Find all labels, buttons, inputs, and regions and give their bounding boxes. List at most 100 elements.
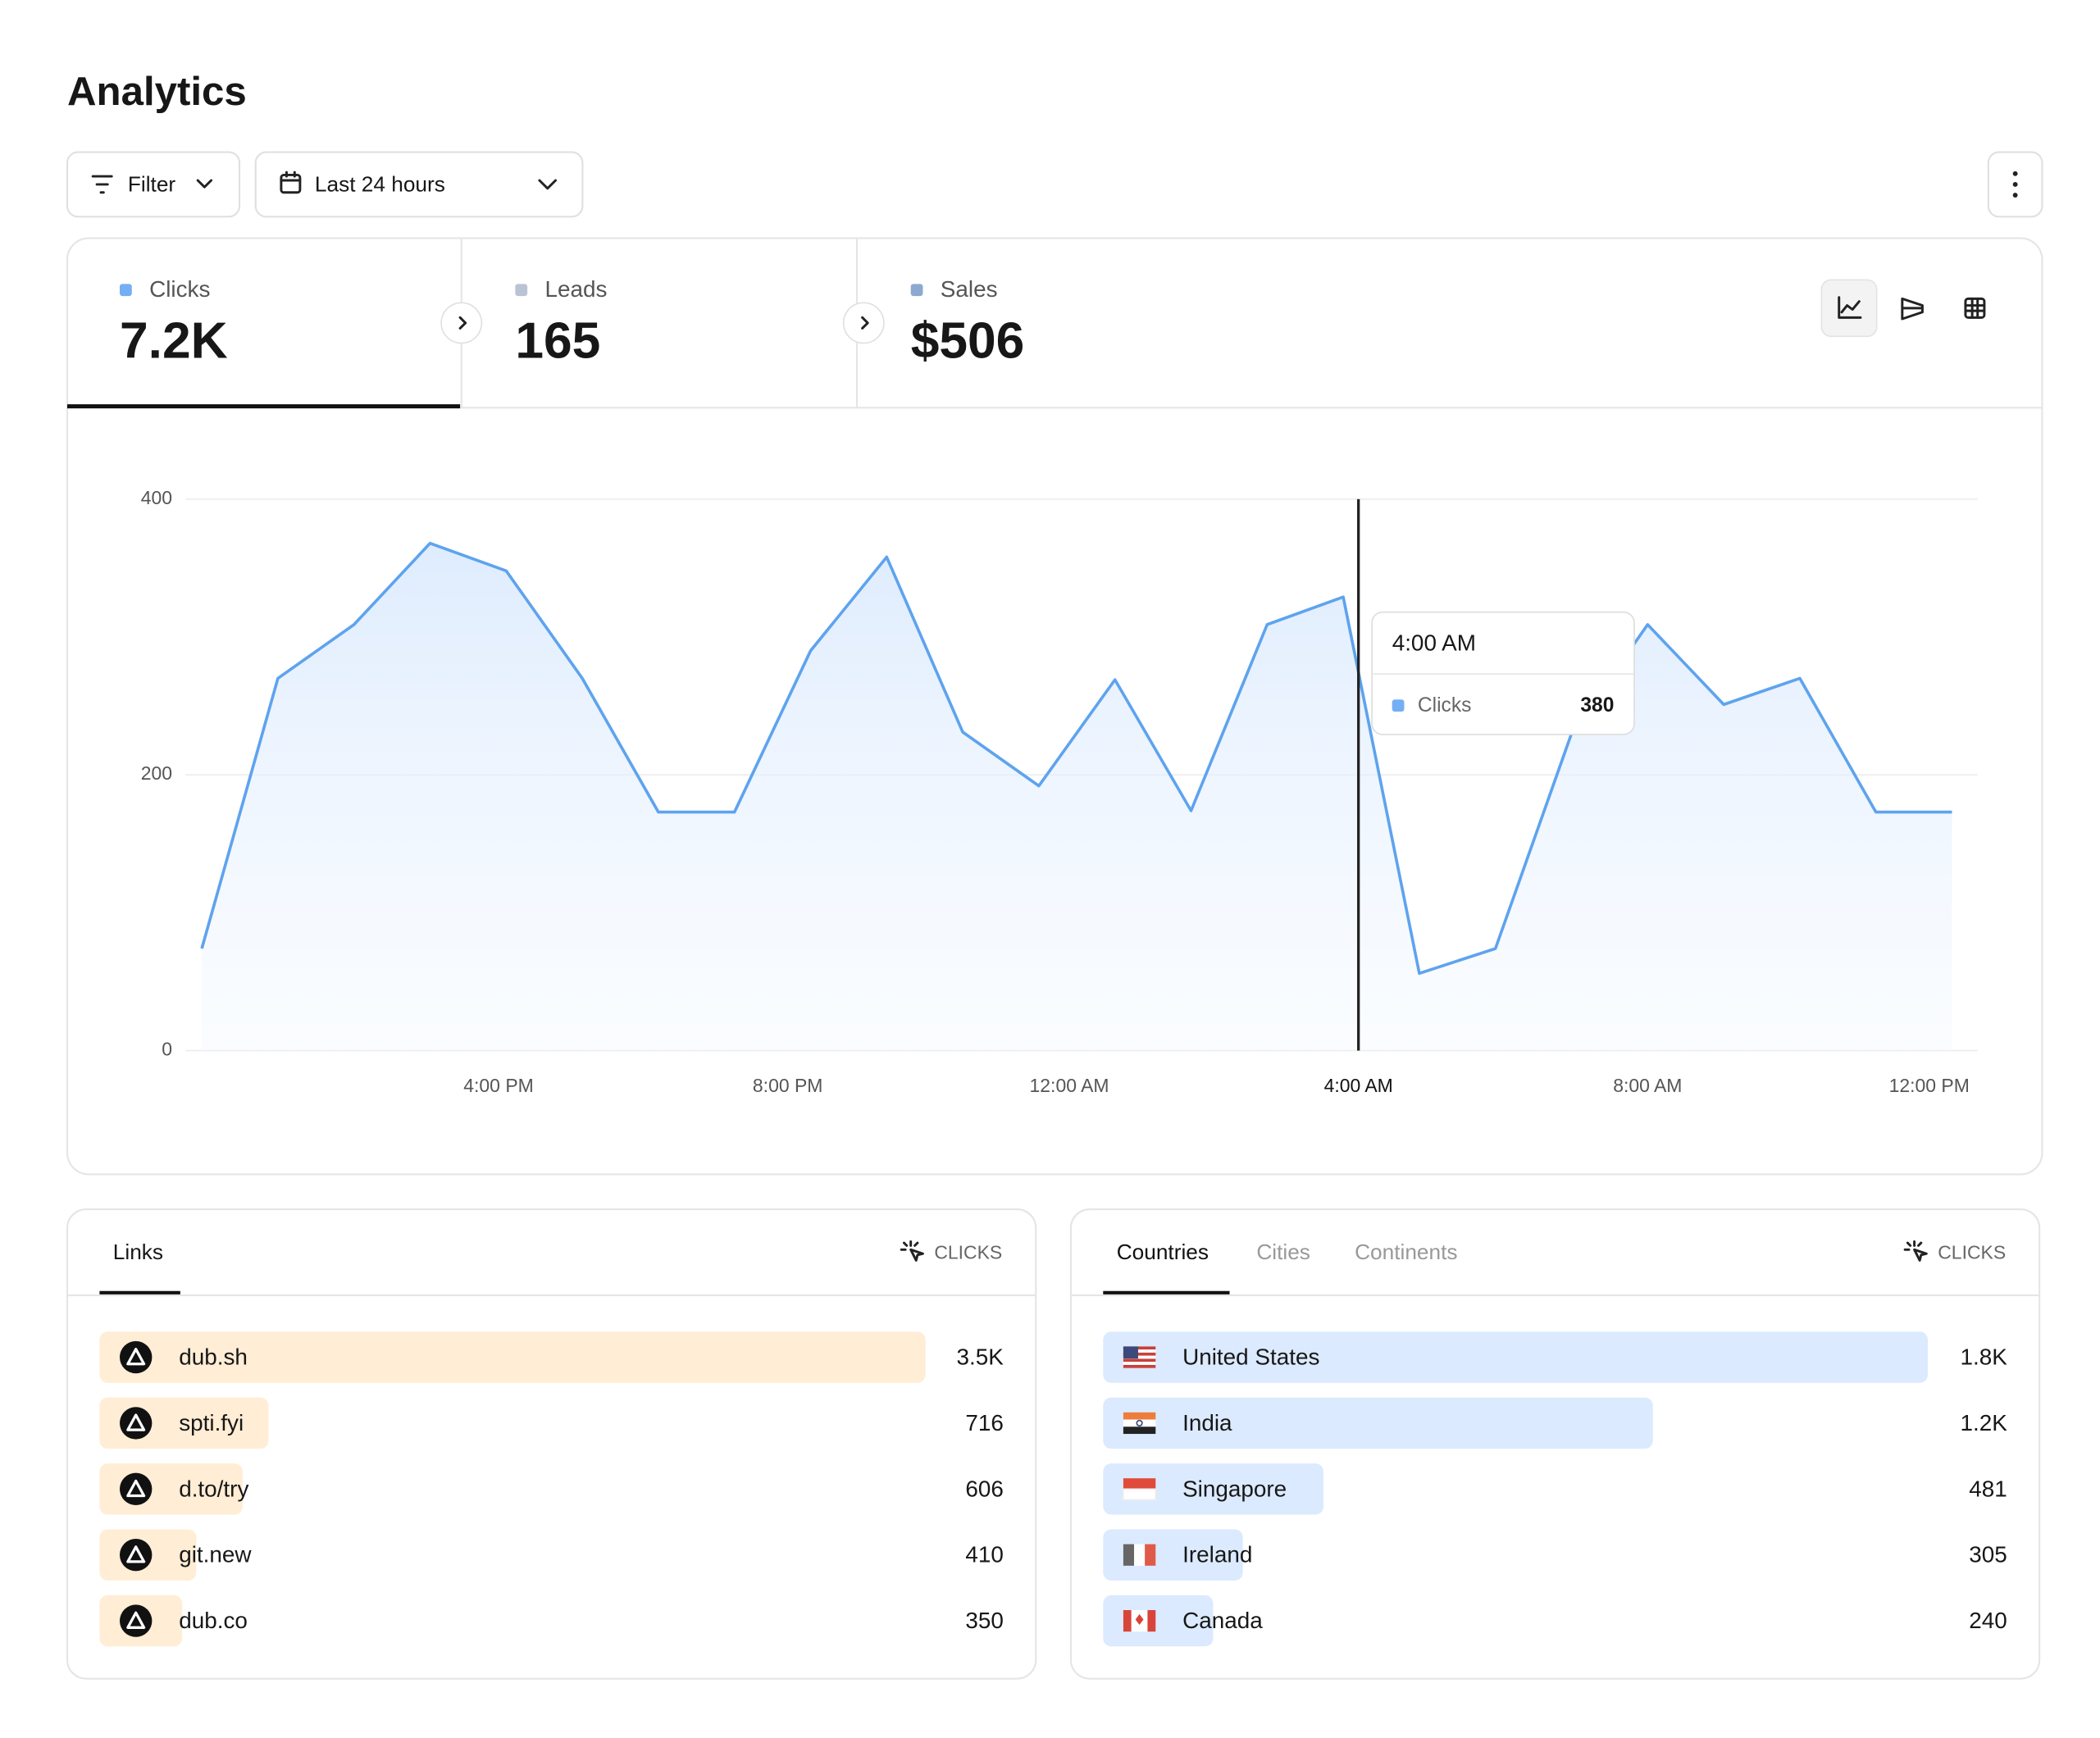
circle (440, 302, 483, 344)
circle (842, 302, 885, 344)
link-icon-mark (126, 1413, 146, 1431)
flag-leaf (1135, 1613, 1144, 1626)
link-name: git.new (179, 1542, 252, 1567)
location-row[interactable]: United States 1.8K (1103, 1331, 2007, 1383)
location-tab[interactable]: Countries (1117, 1240, 1209, 1264)
location-clicks: 481 (1969, 1476, 2007, 1501)
y-tick-label: 400 (141, 487, 172, 508)
link-name: spti.fyi (179, 1410, 244, 1435)
location-name: United States (1182, 1344, 1319, 1370)
flag-stripe (1123, 1609, 1132, 1632)
filter-label: Filter (128, 172, 176, 197)
line (200, 541, 1952, 976)
link-row[interactable]: spti.fyi 716 (99, 1397, 1004, 1449)
flag-stripe (1123, 1355, 1156, 1359)
link-icon-mark (126, 1479, 146, 1498)
x-tick-label: 12:00 PM (1889, 1075, 1970, 1096)
location-row[interactable]: Ireland 305 (1103, 1529, 2007, 1581)
filter-button[interactable]: Filter (66, 151, 241, 218)
bar (1103, 1463, 1324, 1515)
flag-stripe (1123, 1358, 1156, 1363)
location-row[interactable]: India 1.2K (1103, 1397, 2007, 1449)
flag-stripe (1123, 1352, 1156, 1356)
flag-canton (1123, 1346, 1138, 1359)
link-clicks: 350 (965, 1608, 1004, 1633)
metric-value: 165 (515, 313, 600, 370)
link-icon-mark (126, 1611, 146, 1629)
tooltip-value: 380 (1580, 694, 1614, 717)
link-row[interactable]: dub.sh 3.5K (99, 1331, 1004, 1383)
tooltip-label: Clicks (1418, 694, 1472, 717)
area (202, 543, 1952, 1051)
link-row[interactable]: dub.co 350 (99, 1595, 1004, 1647)
link-row[interactable]: git.new 410 (99, 1529, 1004, 1581)
chevron (538, 179, 558, 190)
more-button[interactable] (1987, 151, 2043, 218)
flag-stripe (1123, 1488, 1157, 1501)
next-button[interactable] (842, 302, 885, 344)
flag-stripe (1147, 1609, 1156, 1632)
location-row[interactable]: Canada 240 (1103, 1595, 2007, 1647)
metric-tab[interactable]: Clicks 7.2K (120, 276, 228, 370)
dot (2012, 181, 2018, 187)
metric-label: Clicks (149, 276, 210, 302)
link-name: dub.co (179, 1608, 248, 1633)
table-icon (1964, 297, 1986, 319)
flag-stripe (1134, 1544, 1146, 1566)
link-name: dub.sh (179, 1344, 248, 1370)
tooltip-swatch (1392, 699, 1405, 712)
chevron (861, 316, 869, 330)
column-label: CLICKS (934, 1241, 1002, 1263)
calendar-icon (280, 173, 302, 194)
dot (2012, 171, 2018, 176)
metric-tab[interactable]: Sales $506 (910, 276, 1025, 370)
bar (99, 1331, 926, 1383)
bar (1103, 1397, 1653, 1449)
x-tick-label: 4:00 AM (1324, 1075, 1393, 1096)
link-icon (120, 1604, 153, 1637)
flag-stripe (1123, 1346, 1156, 1350)
link-name: d.to/try (179, 1476, 248, 1501)
flag-stripe (1123, 1419, 1156, 1427)
click-icon (1903, 1240, 1928, 1262)
flag-stripe (1123, 1544, 1135, 1566)
location-name: Ireland (1182, 1542, 1252, 1567)
metric-label: Leads (544, 276, 607, 302)
flag-stripe (1123, 1412, 1156, 1420)
link-row[interactable]: d.to/try 606 (99, 1463, 1004, 1515)
flag-stripe (1123, 1478, 1156, 1490)
links-tab[interactable]: Links (113, 1240, 163, 1264)
bar (1103, 1595, 1214, 1647)
next-button[interactable] (440, 302, 483, 344)
flag-stripe (1123, 1362, 1156, 1365)
location-tab[interactable]: Cities (1256, 1240, 1310, 1264)
metric-swatch (910, 284, 923, 297)
link-icon-mark (126, 1545, 146, 1563)
funnel-view-button[interactable] (1901, 297, 1924, 321)
x-tick-label: 8:00 AM (1613, 1075, 1682, 1096)
links-card (66, 1208, 1037, 1680)
metric-value: 7.2K (120, 313, 228, 370)
metric-label: Sales (941, 276, 998, 302)
line-view-button[interactable] (1820, 279, 1878, 338)
button-frame (66, 151, 241, 218)
metric-tab[interactable]: Leads 165 (515, 276, 607, 370)
button-frame (254, 151, 584, 218)
location-tab[interactable]: Continents (1355, 1240, 1457, 1264)
link-clicks: 3.5K (957, 1344, 1004, 1370)
chart: 0 200 400 4:00 PM 8:00 PM 12:00 AM 4:00 AM 8:00… (141, 487, 1978, 1096)
date-range-button[interactable]: Last 24 hours (254, 151, 584, 218)
x-tick-label: 4:00 PM (463, 1075, 533, 1096)
table-view-button[interactable] (1964, 297, 1986, 319)
line-chart-icon (1838, 296, 1862, 319)
table-icon (1964, 297, 1986, 319)
location-clicks: 240 (1969, 1608, 2007, 1633)
flag-stripe (1145, 1544, 1156, 1566)
flag-stripe (1123, 1349, 1156, 1353)
location-row[interactable]: Singapore 481 (1103, 1463, 2007, 1515)
bar (1103, 1331, 1929, 1383)
location-name: Canada (1182, 1608, 1263, 1633)
flag-stripe (1123, 1364, 1156, 1368)
